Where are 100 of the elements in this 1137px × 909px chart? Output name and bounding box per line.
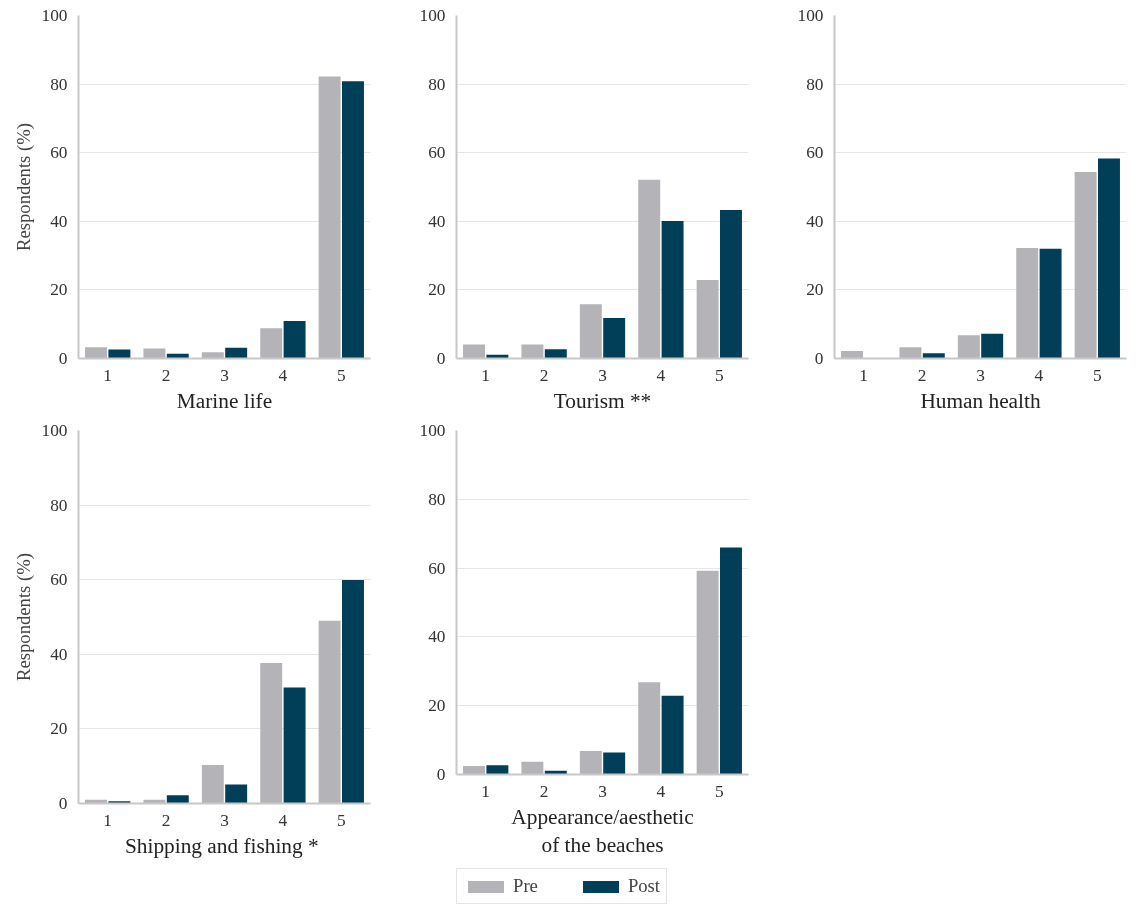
y-tick-label: 100 (419, 421, 446, 440)
y-tick-label: 100 (419, 6, 446, 25)
bar (544, 349, 567, 359)
bar (283, 687, 306, 804)
x-tick-label: 3 (976, 365, 985, 385)
legend-label: Post (627, 875, 661, 897)
y-tick-label: 40 (428, 627, 446, 647)
y-tick-label: 80 (428, 489, 446, 509)
bar (225, 347, 248, 359)
bar (899, 347, 922, 359)
y-tick-label: 0 (436, 765, 446, 784)
bar (143, 348, 166, 359)
y-tick-label: 40 (806, 211, 824, 231)
x-tick-label: 2 (161, 810, 171, 830)
bar (638, 179, 661, 359)
bar (720, 209, 742, 359)
y-tick-label: 80 (428, 74, 446, 94)
bar (521, 344, 544, 359)
bar (922, 353, 945, 359)
bar (579, 304, 602, 359)
bar (603, 318, 626, 359)
bar (260, 662, 283, 804)
bar (201, 765, 224, 804)
bar (638, 682, 661, 775)
x-axis-title: Shipping and fishing * (124, 833, 319, 858)
y-tick-label: 20 (50, 719, 68, 739)
x-tick-label: 3 (220, 810, 229, 830)
y-tick-label: 80 (806, 74, 824, 94)
bar (283, 321, 306, 359)
x-tick-label: 4 (278, 810, 288, 830)
bar (696, 570, 719, 775)
x-tick-label: 5 (1092, 365, 1102, 385)
x-tick-label: 4 (1034, 365, 1044, 385)
y-tick-label: 40 (50, 644, 68, 664)
y-tick-label: 0 (436, 349, 446, 368)
bar (108, 801, 131, 804)
bar (166, 795, 189, 804)
bar (1039, 248, 1062, 359)
y-tick-label: 60 (806, 143, 824, 163)
x-tick-label: 2 (917, 365, 927, 385)
bar (1074, 171, 1097, 359)
bar (260, 328, 283, 359)
x-tick-label: 3 (598, 365, 607, 385)
bar (661, 220, 684, 359)
y-tick-label: 20 (50, 280, 68, 300)
x-tick-label: 5 (336, 810, 346, 830)
bar (318, 76, 341, 359)
bar (342, 580, 364, 804)
bar (521, 761, 544, 775)
y-tick-label: 100 (797, 6, 824, 25)
bar (342, 81, 364, 359)
y-tick-label: 80 (50, 74, 68, 94)
x-tick-label: 1 (481, 781, 491, 801)
y-tick-label: 40 (50, 211, 68, 231)
bar (225, 784, 248, 804)
bar (720, 547, 742, 775)
x-tick-label: 1 (481, 365, 491, 385)
bar (463, 765, 485, 775)
x-tick-label: 5 (336, 365, 346, 385)
x-tick-label: 1 (859, 365, 869, 385)
bar (981, 333, 1004, 359)
x-tick-label: 5 (714, 781, 724, 801)
y-tick-label: 20 (428, 696, 446, 716)
bar (957, 335, 980, 359)
bar (463, 344, 485, 359)
y-tick-label: 0 (814, 349, 824, 368)
y-tick-label: 0 (58, 794, 68, 813)
x-tick-label: 2 (539, 365, 549, 385)
x-tick-label: 4 (278, 365, 288, 385)
bar (201, 352, 224, 359)
bar (661, 695, 684, 775)
y-tick-label: 100 (41, 421, 68, 440)
x-axis-title: Tourism ** (553, 388, 652, 413)
x-tick-label: 2 (161, 365, 171, 385)
bar (108, 349, 131, 359)
y-tick-label: 40 (428, 211, 446, 231)
y-axis-title: Respondents (%) (12, 553, 35, 681)
legend-label: Pre (513, 875, 538, 897)
x-tick-label: 2 (539, 781, 549, 801)
y-tick-label: 60 (50, 570, 68, 590)
x-tick-label: 4 (656, 781, 666, 801)
y-tick-label: 100 (41, 6, 68, 25)
bar (579, 751, 602, 775)
y-tick-label: 20 (806, 280, 824, 300)
bar (486, 765, 509, 775)
x-tick-label: 5 (714, 365, 724, 385)
x-axis-title: Marine life (176, 388, 273, 413)
x-axis-title: Human health (920, 388, 1041, 413)
x-axis-title: Appearance/aesthetic of the beaches (511, 804, 694, 858)
bar (841, 350, 863, 359)
y-tick-label: 0 (58, 349, 68, 368)
y-tick-label: 60 (428, 558, 446, 578)
x-tick-label: 1 (103, 810, 113, 830)
y-tick-label: 60 (50, 143, 68, 163)
bar (1016, 248, 1039, 359)
bar (696, 279, 719, 359)
bar (85, 347, 107, 359)
y-tick-label: 20 (428, 280, 446, 300)
y-tick-label: 80 (50, 495, 68, 515)
x-tick-label: 3 (220, 365, 229, 385)
